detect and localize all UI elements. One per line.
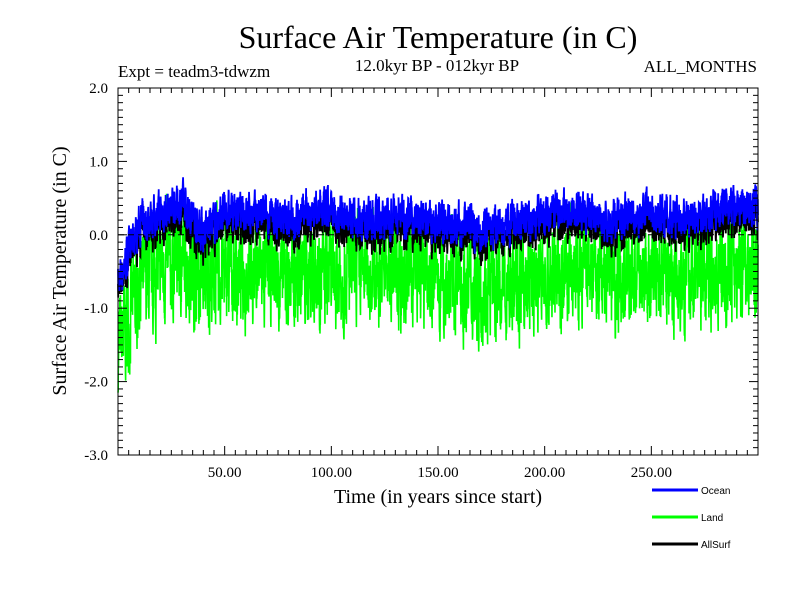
x-tick-label: 100.00 [311,465,352,481]
tick-layer: 50.00 100.00 150.00 200.00 250.00 2.0 1.0 0.0 -1… [84,81,758,481]
y-axis-title: Surface Air Temperature (in C) [49,146,71,395]
series-line-land [117,193,759,393]
series-layer [117,177,759,393]
legend-label-allsurf: AllSurf [701,540,731,551]
y-tick-label: 2.0 [89,81,108,97]
x-tick-label: 200.00 [524,465,565,481]
legend-label-land: Land [701,513,723,524]
plot-frame [117,87,759,456]
x-tick-label: 50.00 [208,465,242,481]
y-tick-label: -1.0 [84,301,108,317]
chart-title: Surface Air Temperature (in C) [239,19,638,55]
period-label: 12.0kyr BP - 012kyr BP [355,56,519,75]
experiment-label: Expt = teadm3-tdwzm [118,62,270,81]
x-tick-label: 150.00 [417,465,458,481]
y-tick-label: -2.0 [84,375,108,391]
y-tick-label: -3.0 [84,448,108,464]
legend-label-ocean: Ocean [701,486,730,497]
legend: Ocean Land AllSurf [652,486,731,551]
y-tick-label: 1.0 [89,154,108,170]
x-tick-label: 250.00 [631,465,672,481]
series-line-ocean [117,177,759,291]
y-tick-label: 0.0 [89,228,108,244]
season-label: ALL_MONTHS [644,57,757,76]
x-axis-title: Time (in years since start) [334,486,542,508]
